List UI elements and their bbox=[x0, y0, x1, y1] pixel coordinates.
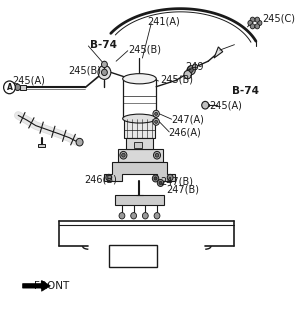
Circle shape bbox=[257, 20, 262, 26]
Bar bbox=[109, 245, 157, 267]
Text: 245(A): 245(A) bbox=[210, 100, 243, 110]
Circle shape bbox=[250, 17, 255, 22]
Text: 245(B): 245(B) bbox=[68, 65, 101, 75]
Circle shape bbox=[122, 153, 125, 157]
Circle shape bbox=[153, 151, 161, 159]
Circle shape bbox=[154, 177, 157, 180]
Circle shape bbox=[98, 65, 111, 79]
Circle shape bbox=[15, 84, 21, 91]
Circle shape bbox=[101, 69, 107, 76]
Text: 247(A): 247(A) bbox=[172, 114, 204, 124]
Circle shape bbox=[167, 174, 173, 181]
Circle shape bbox=[159, 181, 162, 185]
Circle shape bbox=[202, 101, 209, 109]
Bar bbox=[202, 104, 209, 107]
Circle shape bbox=[255, 24, 260, 29]
Circle shape bbox=[153, 110, 159, 117]
Text: B-74: B-74 bbox=[232, 85, 259, 96]
Text: 249: 249 bbox=[185, 62, 203, 72]
Circle shape bbox=[76, 138, 83, 146]
Polygon shape bbox=[23, 280, 50, 291]
Bar bbox=[115, 195, 164, 204]
Text: A: A bbox=[7, 83, 12, 92]
Text: 245(B): 245(B) bbox=[128, 44, 161, 54]
Circle shape bbox=[250, 24, 255, 29]
Circle shape bbox=[155, 112, 158, 116]
Polygon shape bbox=[214, 47, 223, 58]
Bar bbox=[117, 149, 163, 162]
Circle shape bbox=[101, 61, 107, 68]
Text: B-74: B-74 bbox=[90, 40, 117, 50]
Bar bbox=[20, 85, 26, 90]
Text: 247(B): 247(B) bbox=[160, 177, 193, 187]
Circle shape bbox=[184, 70, 191, 79]
Text: 245(B): 245(B) bbox=[160, 75, 193, 85]
Circle shape bbox=[192, 64, 198, 70]
Text: 247(B): 247(B) bbox=[166, 184, 199, 194]
Circle shape bbox=[4, 81, 15, 94]
Text: 246(A): 246(A) bbox=[169, 128, 201, 138]
Ellipse shape bbox=[123, 114, 156, 123]
Circle shape bbox=[106, 174, 112, 181]
Bar bbox=[38, 144, 45, 147]
Ellipse shape bbox=[123, 74, 156, 84]
Text: 245(A): 245(A) bbox=[12, 76, 45, 86]
Bar bbox=[134, 142, 142, 148]
Circle shape bbox=[152, 175, 159, 182]
Circle shape bbox=[153, 118, 159, 125]
Circle shape bbox=[154, 212, 160, 219]
Circle shape bbox=[155, 120, 158, 123]
Circle shape bbox=[131, 212, 137, 219]
Circle shape bbox=[119, 212, 125, 219]
Circle shape bbox=[189, 68, 193, 72]
Bar bbox=[126, 138, 153, 149]
Polygon shape bbox=[104, 162, 175, 181]
Text: 246(B): 246(B) bbox=[84, 175, 117, 185]
Circle shape bbox=[143, 212, 148, 219]
Circle shape bbox=[255, 17, 260, 22]
Text: 241(A): 241(A) bbox=[147, 16, 179, 27]
Text: 245(C): 245(C) bbox=[262, 13, 295, 23]
Bar bbox=[124, 119, 155, 138]
Circle shape bbox=[120, 151, 127, 159]
Circle shape bbox=[155, 153, 159, 157]
Text: FRONT: FRONT bbox=[34, 281, 69, 291]
Circle shape bbox=[187, 66, 195, 75]
Circle shape bbox=[157, 180, 164, 187]
Circle shape bbox=[248, 20, 252, 26]
